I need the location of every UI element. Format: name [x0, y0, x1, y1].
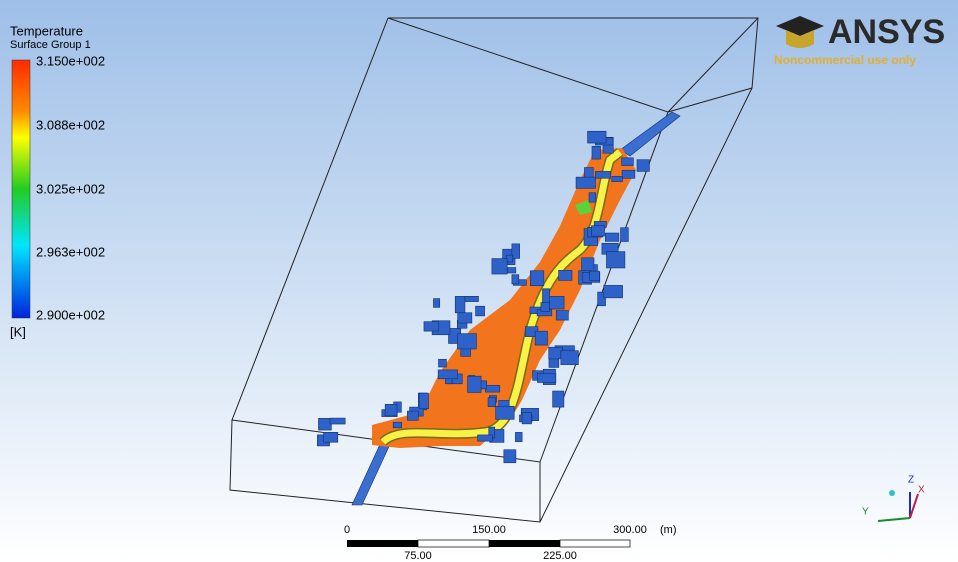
legend-label: 2.963e+002 — [36, 244, 105, 259]
building — [537, 373, 555, 382]
legend-subtitle: Surface Group 1 — [10, 39, 91, 51]
scale-label: 75.00 — [404, 550, 432, 562]
logo-name: ANSYS — [828, 13, 945, 51]
building — [622, 158, 634, 166]
legend-label: 3.025e+002 — [36, 181, 105, 196]
building — [492, 259, 507, 274]
building — [330, 418, 345, 424]
building — [548, 296, 564, 309]
building — [530, 271, 544, 286]
scale-label: 150.00 — [472, 524, 506, 536]
building — [458, 313, 472, 323]
legend-label: 2.900e+002 — [36, 307, 105, 322]
building — [457, 334, 476, 349]
scale-label: 225.00 — [543, 550, 577, 562]
building — [589, 193, 596, 202]
building — [561, 351, 579, 365]
building — [592, 146, 601, 159]
building — [553, 391, 564, 407]
building — [485, 385, 499, 392]
building — [504, 450, 516, 463]
building — [556, 311, 568, 321]
building — [541, 303, 550, 312]
legend: Temperature Surface Group 1 3.150e+002 3… — [10, 23, 105, 339]
building — [549, 347, 563, 359]
building — [488, 398, 496, 407]
building — [455, 296, 465, 312]
scale-unit: (m) — [660, 524, 677, 536]
building — [606, 252, 624, 268]
building — [605, 233, 619, 241]
building — [438, 370, 457, 379]
building — [439, 359, 447, 367]
logo-note: Noncommercial use only — [774, 53, 916, 67]
legend-label: 3.088e+002 — [36, 117, 105, 132]
axis-label: Z — [908, 475, 914, 486]
building — [478, 435, 493, 441]
axis-triad: Z X Y — [862, 475, 925, 521]
building — [535, 331, 547, 345]
building — [393, 422, 401, 428]
building — [595, 171, 610, 178]
axis-label: Y — [862, 507, 869, 518]
building — [637, 160, 649, 172]
scale-label: 0 — [344, 524, 350, 536]
building — [512, 275, 519, 284]
scale-label: 300.00 — [613, 524, 647, 536]
building — [465, 296, 479, 301]
building — [591, 226, 604, 236]
building — [522, 413, 531, 424]
scale-bar: 0 150.00 300.00 (m) 75.00 225.00 — [344, 524, 677, 562]
building — [590, 271, 600, 280]
building — [496, 406, 514, 419]
legend-unit: [K] — [10, 324, 26, 339]
building — [468, 376, 481, 392]
building — [588, 131, 607, 143]
color-bar — [12, 60, 30, 318]
building — [407, 411, 418, 420]
road-outlet — [620, 112, 680, 156]
building — [542, 289, 549, 305]
scene: Temperature Surface Group 1 3.150e+002 3… — [0, 0, 958, 562]
viewport: Temperature Surface Group 1 3.150e+002 3… — [0, 0, 958, 562]
building — [512, 244, 520, 259]
legend-title: Temperature — [10, 23, 83, 38]
building — [515, 432, 522, 441]
building — [476, 306, 485, 316]
building — [419, 393, 428, 409]
building — [604, 285, 623, 297]
legend-label: 3.150e+002 — [36, 53, 105, 68]
logo: ANSYS Noncommercial use only — [774, 13, 945, 67]
building — [424, 322, 439, 331]
axis-label: X — [918, 485, 925, 496]
building — [385, 404, 397, 416]
building — [318, 418, 331, 430]
building — [433, 299, 439, 308]
building — [621, 228, 629, 242]
road-inlet — [352, 440, 392, 505]
building — [576, 177, 595, 188]
building — [324, 432, 338, 442]
building — [559, 270, 572, 280]
building — [622, 170, 635, 178]
building — [612, 176, 623, 181]
building — [507, 268, 515, 273]
